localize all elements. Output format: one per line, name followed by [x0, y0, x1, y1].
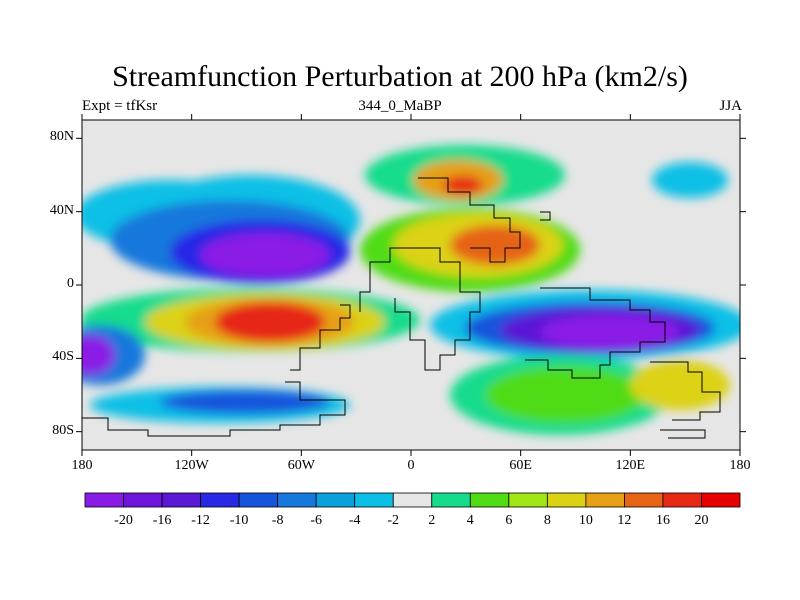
y-tick-label: 40N [49, 202, 74, 218]
coastline [525, 287, 666, 379]
coastline [660, 429, 706, 439]
legend-label: 16 [655, 513, 670, 528]
legend-label: 12 [617, 513, 632, 528]
legend-swatch [161, 492, 201, 508]
x-axis [81, 114, 741, 456]
contour-region [485, 367, 645, 423]
legend-swatch [277, 492, 317, 508]
legend-label: -20 [114, 513, 133, 528]
legend-swatch [624, 492, 664, 508]
legend-label: 8 [543, 513, 551, 528]
coastline [82, 381, 346, 437]
y-tick-label: 80S [52, 422, 74, 438]
contour-region [215, 302, 325, 342]
legend-label: -6 [310, 513, 322, 528]
legend-swatch [662, 492, 702, 508]
experiment-label: Expt = tfKsr [82, 98, 158, 114]
legend-swatch [354, 492, 394, 508]
legend-label: -4 [348, 513, 361, 528]
coastline [359, 247, 481, 371]
legend-swatch [238, 492, 279, 508]
coastline [418, 177, 521, 263]
x-tick-label: 60E [509, 458, 532, 473]
x-tick-label: 120E [615, 458, 646, 473]
legend-swatch [546, 492, 587, 508]
legend-label: -8 [271, 513, 284, 528]
season-label: JJA [719, 98, 742, 114]
contour-region [630, 360, 730, 410]
legend-label: -16 [152, 513, 172, 528]
legend-swatch [585, 492, 625, 508]
legend-label: -10 [229, 513, 249, 528]
contour-region [443, 176, 483, 194]
legend-swatch [123, 492, 163, 508]
run-id-label: 344_0_MaBP [358, 98, 442, 114]
x-tick-label: 0 [407, 458, 415, 473]
legend-label: 20 [694, 513, 709, 528]
legend-label: 4 [466, 513, 474, 528]
x-tick-label: 180 [729, 458, 751, 473]
contour-region [82, 335, 115, 375]
legend-swatch [84, 492, 124, 508]
legend-label: 2 [428, 513, 436, 528]
legend-swatch [431, 492, 471, 508]
contour-region [540, 315, 680, 349]
legend-swatch [701, 492, 741, 508]
coastline-layer [82, 177, 721, 439]
contour-region [450, 225, 540, 265]
coastline [290, 304, 351, 371]
legend-swatch [200, 492, 240, 508]
y-axis [76, 137, 746, 433]
x-tick-label: 60W [287, 458, 315, 473]
legend-label: -2 [387, 513, 400, 528]
y-tick-label: 0 [67, 276, 74, 291]
legend-swatch [469, 492, 510, 508]
legend-label: -12 [191, 513, 210, 528]
legend-swatch [315, 492, 356, 508]
x-tick-label: 120W [174, 458, 209, 473]
contour-fill-layer [82, 145, 740, 435]
legend-label: 10 [578, 513, 593, 528]
y-tick-label: 40S [52, 349, 74, 365]
legend-swatch [508, 492, 548, 508]
legend-label: 6 [505, 513, 513, 528]
page-title: Streamfunction Perturbation at 200 hPa (… [112, 60, 688, 93]
x-tick-label: 180 [71, 458, 93, 473]
contour-region [652, 162, 728, 198]
coastline [650, 361, 721, 421]
legend-swatch [392, 492, 433, 508]
contour-region [160, 390, 330, 414]
coastline [540, 211, 551, 221]
contour-region [200, 233, 330, 277]
color-legend [84, 492, 741, 508]
y-tick-label: 80N [49, 129, 74, 145]
